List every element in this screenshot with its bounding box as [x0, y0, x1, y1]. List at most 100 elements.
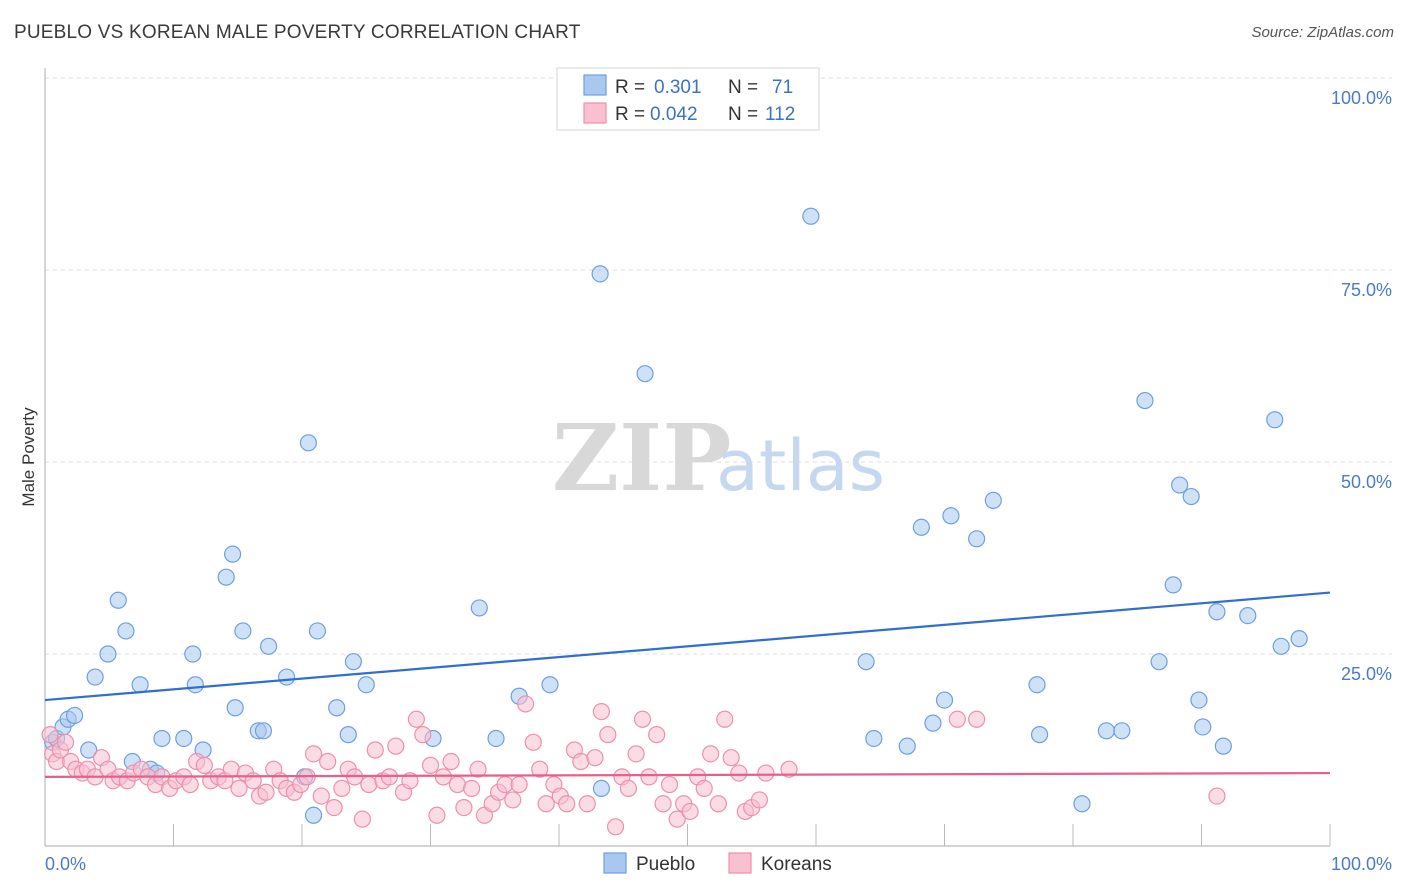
- koreans-point: [660, 775, 679, 794]
- pueblo-point: [636, 365, 654, 383]
- legend-pueblo-label: Pueblo: [636, 854, 695, 875]
- pueblo-point: [470, 599, 488, 617]
- legend-koreans-label: Koreans: [761, 854, 832, 875]
- koreans-point: [537, 795, 555, 813]
- pueblo-point: [86, 668, 104, 686]
- koreans-point: [606, 818, 625, 836]
- koreans-point: [222, 760, 240, 778]
- pueblo-point: [99, 645, 117, 663]
- koreans-point: [434, 768, 452, 786]
- pueblo-point: [259, 637, 278, 655]
- koreans-point: [230, 779, 248, 798]
- pueblo-point: [299, 434, 318, 452]
- pueblo-point: [109, 591, 127, 609]
- pueblo-point: [1214, 737, 1232, 755]
- pueblo-point: [80, 741, 98, 759]
- koreans-point: [948, 710, 966, 728]
- pueblo-point: [304, 806, 323, 824]
- pueblo-point: [1272, 637, 1290, 655]
- pueblo-point: [592, 779, 611, 798]
- koreans-point: [654, 795, 672, 813]
- pueblo-point: [942, 507, 960, 525]
- stats-legend: R = 0.301 N = 71 R = 0.042 N = 112: [556, 67, 820, 131]
- koreans-point: [780, 760, 798, 778]
- pueblo-point: [224, 545, 242, 563]
- koreans-point: [41, 726, 59, 744]
- pueblo-point: [186, 676, 204, 694]
- pueblo-point: [912, 518, 930, 536]
- pueblo-point: [924, 714, 942, 732]
- trend-lines: [44, 591, 1331, 778]
- koreans-point: [455, 798, 473, 817]
- pueblo-point: [308, 622, 327, 640]
- koreans-point: [353, 810, 371, 828]
- koreans-point: [722, 749, 740, 767]
- series-legend: Pueblo Koreans: [603, 852, 832, 875]
- koreans-point: [531, 760, 549, 778]
- koreans-point: [312, 787, 330, 805]
- pueblo-point: [898, 737, 916, 755]
- koreans-point: [702, 745, 720, 763]
- koreans-point: [333, 779, 351, 798]
- pueblo-point: [865, 729, 883, 748]
- pueblo-point: [935, 691, 954, 709]
- koreans-point: [195, 756, 213, 774]
- pueblo-point: [1182, 487, 1200, 506]
- pueblo-point: [226, 699, 244, 717]
- koreans-point: [387, 737, 405, 755]
- koreans-point: [56, 733, 75, 751]
- koreans-point: [516, 695, 535, 713]
- koreans-point: [695, 779, 713, 798]
- pueblo-point: [1190, 691, 1208, 709]
- pueblo-point: [217, 568, 235, 586]
- koreans-point: [578, 795, 596, 813]
- pueblo-point: [339, 726, 357, 744]
- pueblo-point: [591, 265, 609, 283]
- pueblo-point: [1194, 718, 1212, 736]
- pueblo-r-label: R =: [615, 77, 645, 98]
- koreans-point: [428, 806, 446, 824]
- x-tick-labels: 0.0% 100.0%: [45, 854, 1392, 874]
- pueblo-point: [175, 729, 193, 748]
- koreans-point: [619, 779, 637, 798]
- koreans-point: [421, 756, 440, 774]
- koreans-swatch: [583, 102, 607, 124]
- koreans-r-label: R =: [615, 104, 645, 125]
- koreans-point: [730, 764, 748, 782]
- legend-pueblo-swatch: [603, 852, 627, 874]
- pueblo-point: [802, 207, 820, 225]
- pueblo-trend-line: [44, 591, 1331, 702]
- koreans-point: [469, 760, 487, 778]
- gridlines: [45, 77, 1392, 655]
- watermark-atlas: atlas: [716, 425, 885, 507]
- x-ticks: [44, 824, 1331, 846]
- koreans-point: [572, 752, 590, 771]
- koreans-point: [681, 802, 699, 821]
- y-tick-label: 100.0%: [1331, 88, 1392, 108]
- koreans-point: [627, 745, 645, 763]
- koreans-point: [407, 710, 425, 728]
- koreans-point: [1208, 787, 1226, 805]
- y-axis-label: Male Poverty: [19, 407, 38, 507]
- pueblo-point: [1239, 606, 1257, 625]
- pueblo-point: [1113, 722, 1131, 740]
- koreans-trend-line: [44, 771, 1331, 778]
- y-tick-label: 50.0%: [1341, 472, 1392, 492]
- watermark-zip: ZIP: [552, 404, 731, 512]
- source-credit: Source: ZipAtlas.com: [1251, 24, 1394, 41]
- koreans-point: [599, 726, 617, 744]
- pueblo-point: [984, 491, 1002, 509]
- koreans-point: [181, 775, 199, 794]
- pueblo-point: [65, 706, 84, 725]
- pueblo-n-label: N =: [728, 77, 758, 98]
- pueblo-point: [357, 676, 375, 694]
- koreans-n-label: N =: [728, 104, 758, 125]
- pueblo-series: [44, 207, 1308, 824]
- x-tick-label: 0.0%: [45, 854, 86, 874]
- koreans-point: [668, 810, 686, 828]
- koreans-point: [757, 764, 775, 782]
- pueblo-point: [541, 676, 559, 694]
- pueblo-point: [487, 729, 505, 748]
- koreans-point: [524, 733, 542, 751]
